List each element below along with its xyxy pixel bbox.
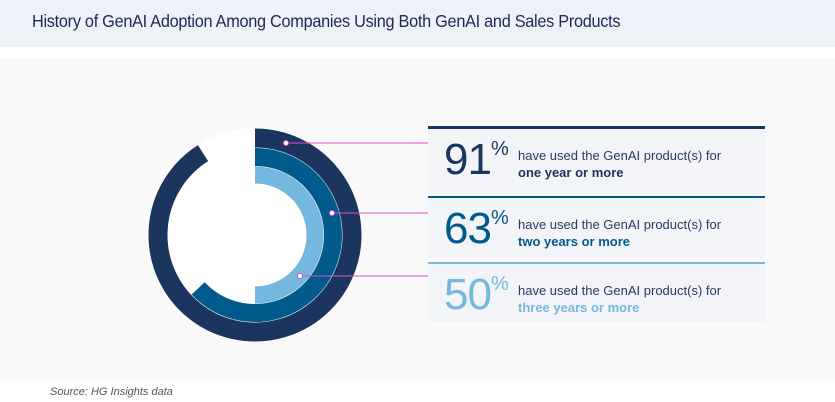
stat-bold: two years or more bbox=[518, 234, 630, 249]
percent-sign: % bbox=[491, 273, 509, 295]
connector-dot-1 bbox=[283, 140, 289, 146]
percent-sign: % bbox=[491, 138, 509, 160]
source-note: Source: HG Insights data bbox=[50, 386, 173, 398]
connector-dot-2 bbox=[329, 210, 335, 216]
ring-arc-1 bbox=[148, 128, 362, 342]
stat-box-3: 50 % have used the GenAI product(s) for … bbox=[428, 262, 765, 322]
stat-text: have used the GenAI product(s) for bbox=[518, 217, 722, 232]
header: History of GenAI Adoption Among Companie… bbox=[0, 0, 835, 47]
stat-bold: three years or more bbox=[518, 300, 640, 315]
percent-sign: % bbox=[491, 207, 509, 229]
stat-text: have used the GenAI product(s) for bbox=[518, 148, 722, 163]
connector-dot-3 bbox=[297, 273, 303, 279]
stat-bold: one year or more bbox=[518, 165, 624, 180]
stat-box-1: 91 % have used the GenAI product(s) for … bbox=[428, 126, 765, 193]
stat-text: have used the GenAI product(s) for bbox=[518, 283, 722, 298]
stat-value: 50 bbox=[444, 270, 492, 319]
stat-value: 63 bbox=[444, 204, 492, 253]
ring-arc-2 bbox=[191, 148, 342, 322]
stat-value: 91 bbox=[444, 135, 492, 184]
stat-box-2: 63 % have used the GenAI product(s) for … bbox=[428, 196, 765, 258]
page-title: History of GenAI Adoption Among Companie… bbox=[32, 11, 621, 31]
ring-arc-3 bbox=[254, 166, 324, 304]
